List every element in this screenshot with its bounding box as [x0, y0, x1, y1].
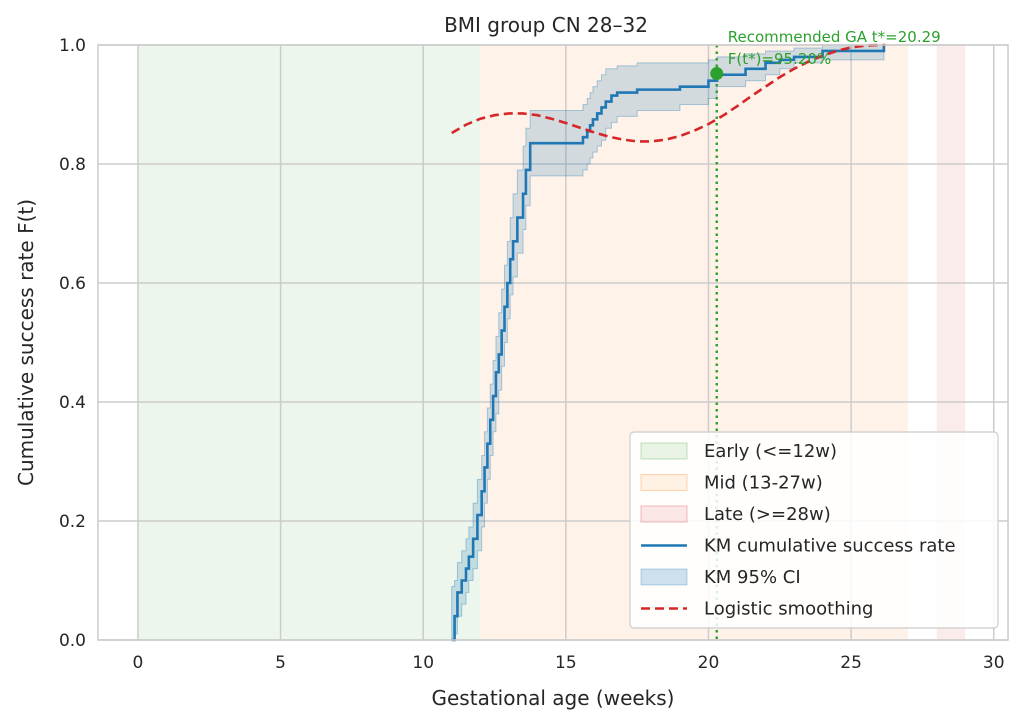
series-logistic-line	[451, 43, 886, 143]
legend-label: Mid (13-27w)	[704, 473, 823, 494]
legend: Early (<=12w) Mid (13-27w) Late (>=28w) KM …	[629, 431, 999, 629]
legend-swatch	[640, 442, 688, 460]
recommended-point	[710, 67, 724, 81]
legend-label: Logistic smoothing	[704, 599, 873, 620]
series-km-line	[451, 45, 886, 642]
series-lines	[451, 43, 886, 642]
legend-label: KM cumulative success rate	[704, 536, 956, 557]
annotation-recommended-ga: Recommended GA t*=20.29	[728, 28, 941, 46]
legend-swatch	[640, 505, 688, 523]
y-tick-label: 0.2	[59, 512, 86, 532]
y-tick-label: 0.6	[59, 274, 86, 294]
x-tick-label: 15	[555, 653, 577, 673]
legend-label: Late (>=28w)	[704, 504, 831, 525]
x-tick-label: 0	[133, 653, 144, 673]
region-early	[137, 45, 481, 640]
y-tick-label: 0.4	[59, 393, 86, 413]
ci-band-group	[451, 44, 885, 641]
y-tick-label: 0.8	[59, 155, 86, 175]
x-axis-label: Gestational age (weeks)	[432, 686, 675, 710]
legend-box	[629, 431, 999, 629]
y-axis-label: Cumulative success rate F(t)	[14, 199, 38, 486]
x-tick-label: 25	[840, 653, 862, 673]
x-tick-label: 20	[698, 653, 720, 673]
legend-label: Early (<=12w)	[704, 441, 837, 462]
y-tick-label: 1.0	[59, 36, 86, 56]
plot-frame	[97, 44, 1009, 641]
x-tick-label: 5	[275, 653, 286, 673]
y-tick-label: 0.0	[59, 631, 86, 651]
series-ci-band	[451, 44, 885, 641]
x-tick-label: 30	[983, 653, 1005, 673]
annotation-success-rate: F(t*)=95.20%	[728, 50, 831, 68]
tick-labels: 0 5 10 15 20 25 30 0.0 0.2 0.4 0.6 0.8 1.0	[59, 36, 1005, 673]
chart-title: BMI group CN 28–32	[444, 13, 648, 37]
x-tick-label: 10	[412, 653, 434, 673]
legend-swatch	[640, 474, 688, 491]
legend-swatch	[640, 568, 688, 586]
legend-label: KM 95% CI	[704, 567, 801, 588]
